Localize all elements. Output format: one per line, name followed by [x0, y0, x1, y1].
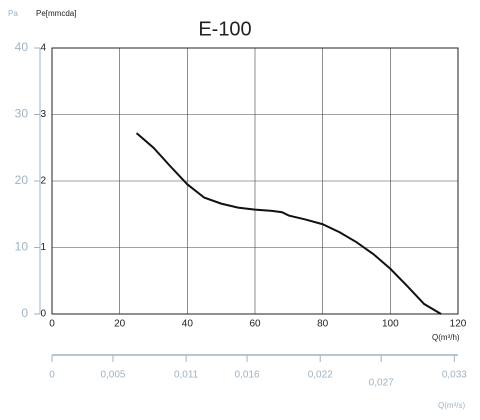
y2-tick-label: 40: [15, 40, 29, 54]
x2-tick-label: 0,027: [369, 378, 394, 389]
x2-tick-label: 0,011: [174, 370, 199, 381]
x2-tick-label: 0,016: [235, 370, 260, 381]
y-tick-label: 4: [40, 43, 46, 54]
y2-tick-label: 0: [21, 306, 28, 320]
x-tick-label: 60: [249, 319, 261, 330]
x-tick-label: 0: [49, 319, 55, 330]
y2-tick-label: 10: [15, 240, 29, 254]
curve: [135, 132, 442, 315]
x2-tick-label: 0: [49, 370, 55, 381]
x-axis-label: Q(m³/h): [432, 333, 460, 342]
x-tick-label: 120: [450, 319, 467, 330]
x2-tick-label: 0,022: [308, 370, 333, 381]
x-tick-label: 40: [182, 319, 194, 330]
x2-tick-label: 0,033: [442, 370, 467, 381]
y-tick-label: 3: [40, 109, 46, 120]
y2-tick-label: 20: [15, 173, 29, 187]
chart-title: E-100: [198, 18, 251, 40]
y-tick-label: 0: [40, 309, 46, 320]
x-tick-label: 80: [317, 319, 329, 330]
y-axis-label: Pe[mmcda]: [36, 9, 76, 18]
x-tick-label: 20: [114, 319, 126, 330]
y-tick-label: 2: [40, 176, 46, 187]
y2-tick-label: 30: [15, 107, 29, 121]
x2-axis-label: Q(m³/s): [438, 401, 465, 410]
y-tick-label: 1: [40, 242, 46, 253]
y2-axis-label: Pa: [8, 9, 18, 18]
plot-frame: [51, 47, 459, 315]
x2-tick-label: 0,005: [100, 370, 125, 381]
x-tick-label: 100: [382, 319, 399, 330]
